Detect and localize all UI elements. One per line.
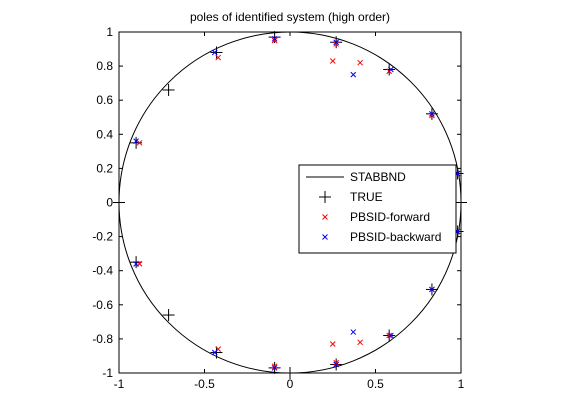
true-point: [113, 196, 125, 209]
pbsid-backward-point: [350, 71, 357, 78]
pbsid-forward-point: [271, 363, 278, 370]
legend-label-true: TRUE: [350, 190, 383, 204]
pbsid-forward-point: [333, 41, 340, 47]
pbsid-backward-point: [333, 361, 340, 368]
pbsid-backward-point: [429, 110, 435, 117]
pbsid-backward-point: [333, 39, 340, 46]
y-tick-label: -0.8: [92, 332, 113, 346]
y-tick-label: 0.8: [96, 59, 113, 73]
y-tick-label: -0.4: [92, 264, 113, 278]
plot-layer: [113, 31, 467, 379]
x-tick-label: 0.5: [367, 377, 384, 391]
true-point: [162, 309, 175, 322]
pbsid-backward-point: [211, 49, 218, 56]
true-point: [284, 367, 296, 379]
y-tick-label: 0: [106, 196, 113, 210]
y-tick-label: 0.2: [96, 161, 113, 175]
pbsid-backward-point: [133, 261, 139, 267]
pbsid-forward-point: [136, 139, 143, 146]
pbsid-forward-point: [357, 59, 363, 66]
x-tick-label: -0.5: [194, 377, 215, 391]
legend-label-stabbnd: STABBND: [350, 170, 406, 184]
pbsid-backward-point: [388, 66, 394, 73]
pbsid-forward-point: [386, 332, 393, 339]
legend-box: [298, 164, 457, 254]
pbsid-backward-point: [211, 349, 218, 356]
legend-label-pbsid-forward: PBSID-forward: [350, 210, 430, 224]
pbsid-forward-point: [271, 37, 278, 44]
y-tick-label: 0.4: [96, 127, 113, 141]
true-point: [162, 83, 175, 96]
pbsid-backward-point: [350, 329, 357, 335]
pbsid-backward-point: [388, 332, 394, 339]
y-tick-label: -0.2: [92, 230, 113, 244]
pbsid-forward-point: [357, 339, 363, 346]
pbsid-forward-point: [333, 359, 340, 366]
legend-swatch-true: [319, 191, 331, 203]
y-tick-label: -0.6: [92, 298, 113, 312]
pbsid-forward-point: [215, 54, 222, 61]
legend-label-pbsid-backward: PBSID-backward: [350, 230, 441, 244]
y-tick-label: -1: [102, 366, 113, 380]
legend-swatch-pbsid-backward: [322, 234, 328, 240]
true-point: [455, 196, 467, 209]
x-tick-label: 1: [458, 377, 465, 391]
y-tick-label: 1: [106, 25, 113, 39]
chart-title: poles of identified system (high order): [190, 10, 390, 24]
legend-swatch-pbsid-forward: [322, 214, 328, 220]
pbsid-forward-point: [329, 341, 336, 347]
pbsid-forward-point: [329, 58, 336, 64]
y-tick-label: 0.6: [96, 93, 113, 107]
true-point: [130, 256, 143, 269]
pbsid-backward-point: [271, 35, 278, 42]
x-tick-label: -1: [114, 377, 125, 391]
ticks-layer: -1 -0.5 0 0.5 1 1 0.8 0.6 0.4 0.2 0 -0.2 -0.4 -0.6 -0.…: [92, 25, 464, 391]
pbsid-backward-point: [133, 138, 139, 144]
pbsid-backward-point: [429, 286, 435, 293]
true-point: [210, 346, 223, 359]
x-tick-label: 0: [287, 377, 294, 391]
pbsid-forward-point: [429, 112, 435, 119]
pbsid-backward-point: [271, 365, 278, 371]
legend: STABBND TRUE PBSID-forward PBSID-backward: [298, 164, 457, 254]
true-point: [383, 63, 396, 76]
